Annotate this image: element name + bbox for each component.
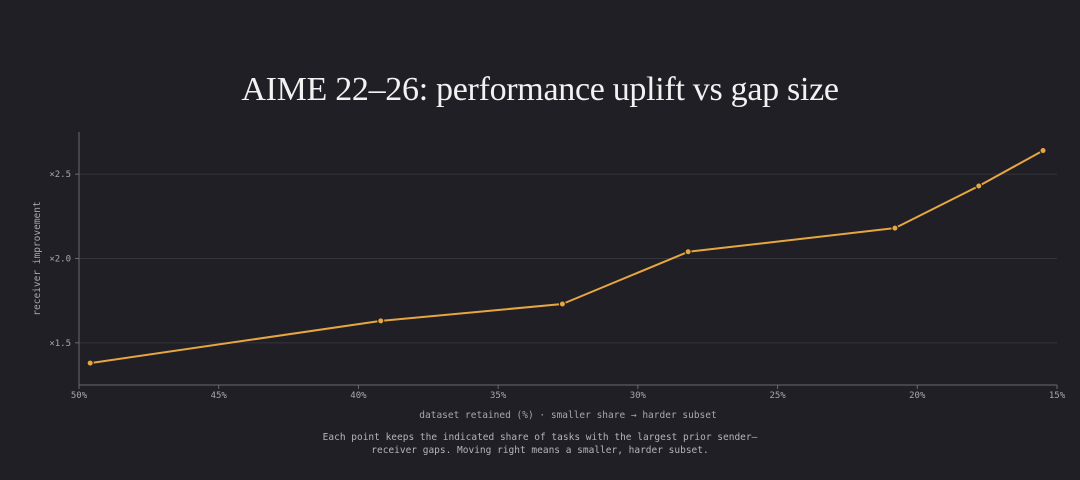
x-tick-label-7: 15% [1049,391,1066,401]
x-tick-label-0: 50% [71,391,88,401]
gridlines [79,173,1057,344]
x-tick-label-5: 25% [769,391,786,401]
x-tick-label-1: 45% [211,391,228,401]
x-tick-label-4: 30% [630,391,647,401]
chart-title: AIME 22–26: performance uplift vs gap si… [241,71,839,108]
chart-caption: Each point keeps the indicated share of … [0,432,1080,457]
data-point-1 [377,317,385,325]
data-point-4 [891,224,899,232]
axes [75,132,1058,389]
y-tick-label-1: ×2.0 [49,255,71,265]
x-tick-label-6: 20% [909,391,926,401]
data-point-2 [558,300,566,308]
line-chart: ×1.5 ×2.0 ×2.5 50% 45% 40% 35% 30% 25% 20% 15% dat… [32,132,1066,421]
y-tick-label-0: ×1.5 [49,339,71,349]
y-tick-label-2: ×2.5 [49,170,71,180]
data-point-0 [86,359,94,367]
x-axis-label: dataset retained (%) · smaller share → h… [419,410,716,421]
data-point-5 [975,182,983,190]
caption-line-2: receiver gaps. Moving right means a smal… [371,444,709,456]
series-line-0 [90,149,1044,365]
caption-line-1: Each point keeps the indicated share of … [322,432,758,443]
tick-labels: ×1.5 ×2.0 ×2.5 50% 45% 40% 35% 30% 25% 20% 15% [49,170,1065,401]
series-layer [86,147,1047,367]
x-tick-label-2: 40% [350,391,367,401]
x-tick-label-3: 35% [490,391,507,401]
data-point-3 [684,248,692,256]
data-point-6 [1039,147,1047,155]
y-axis-label: receiver improvement [32,201,43,315]
